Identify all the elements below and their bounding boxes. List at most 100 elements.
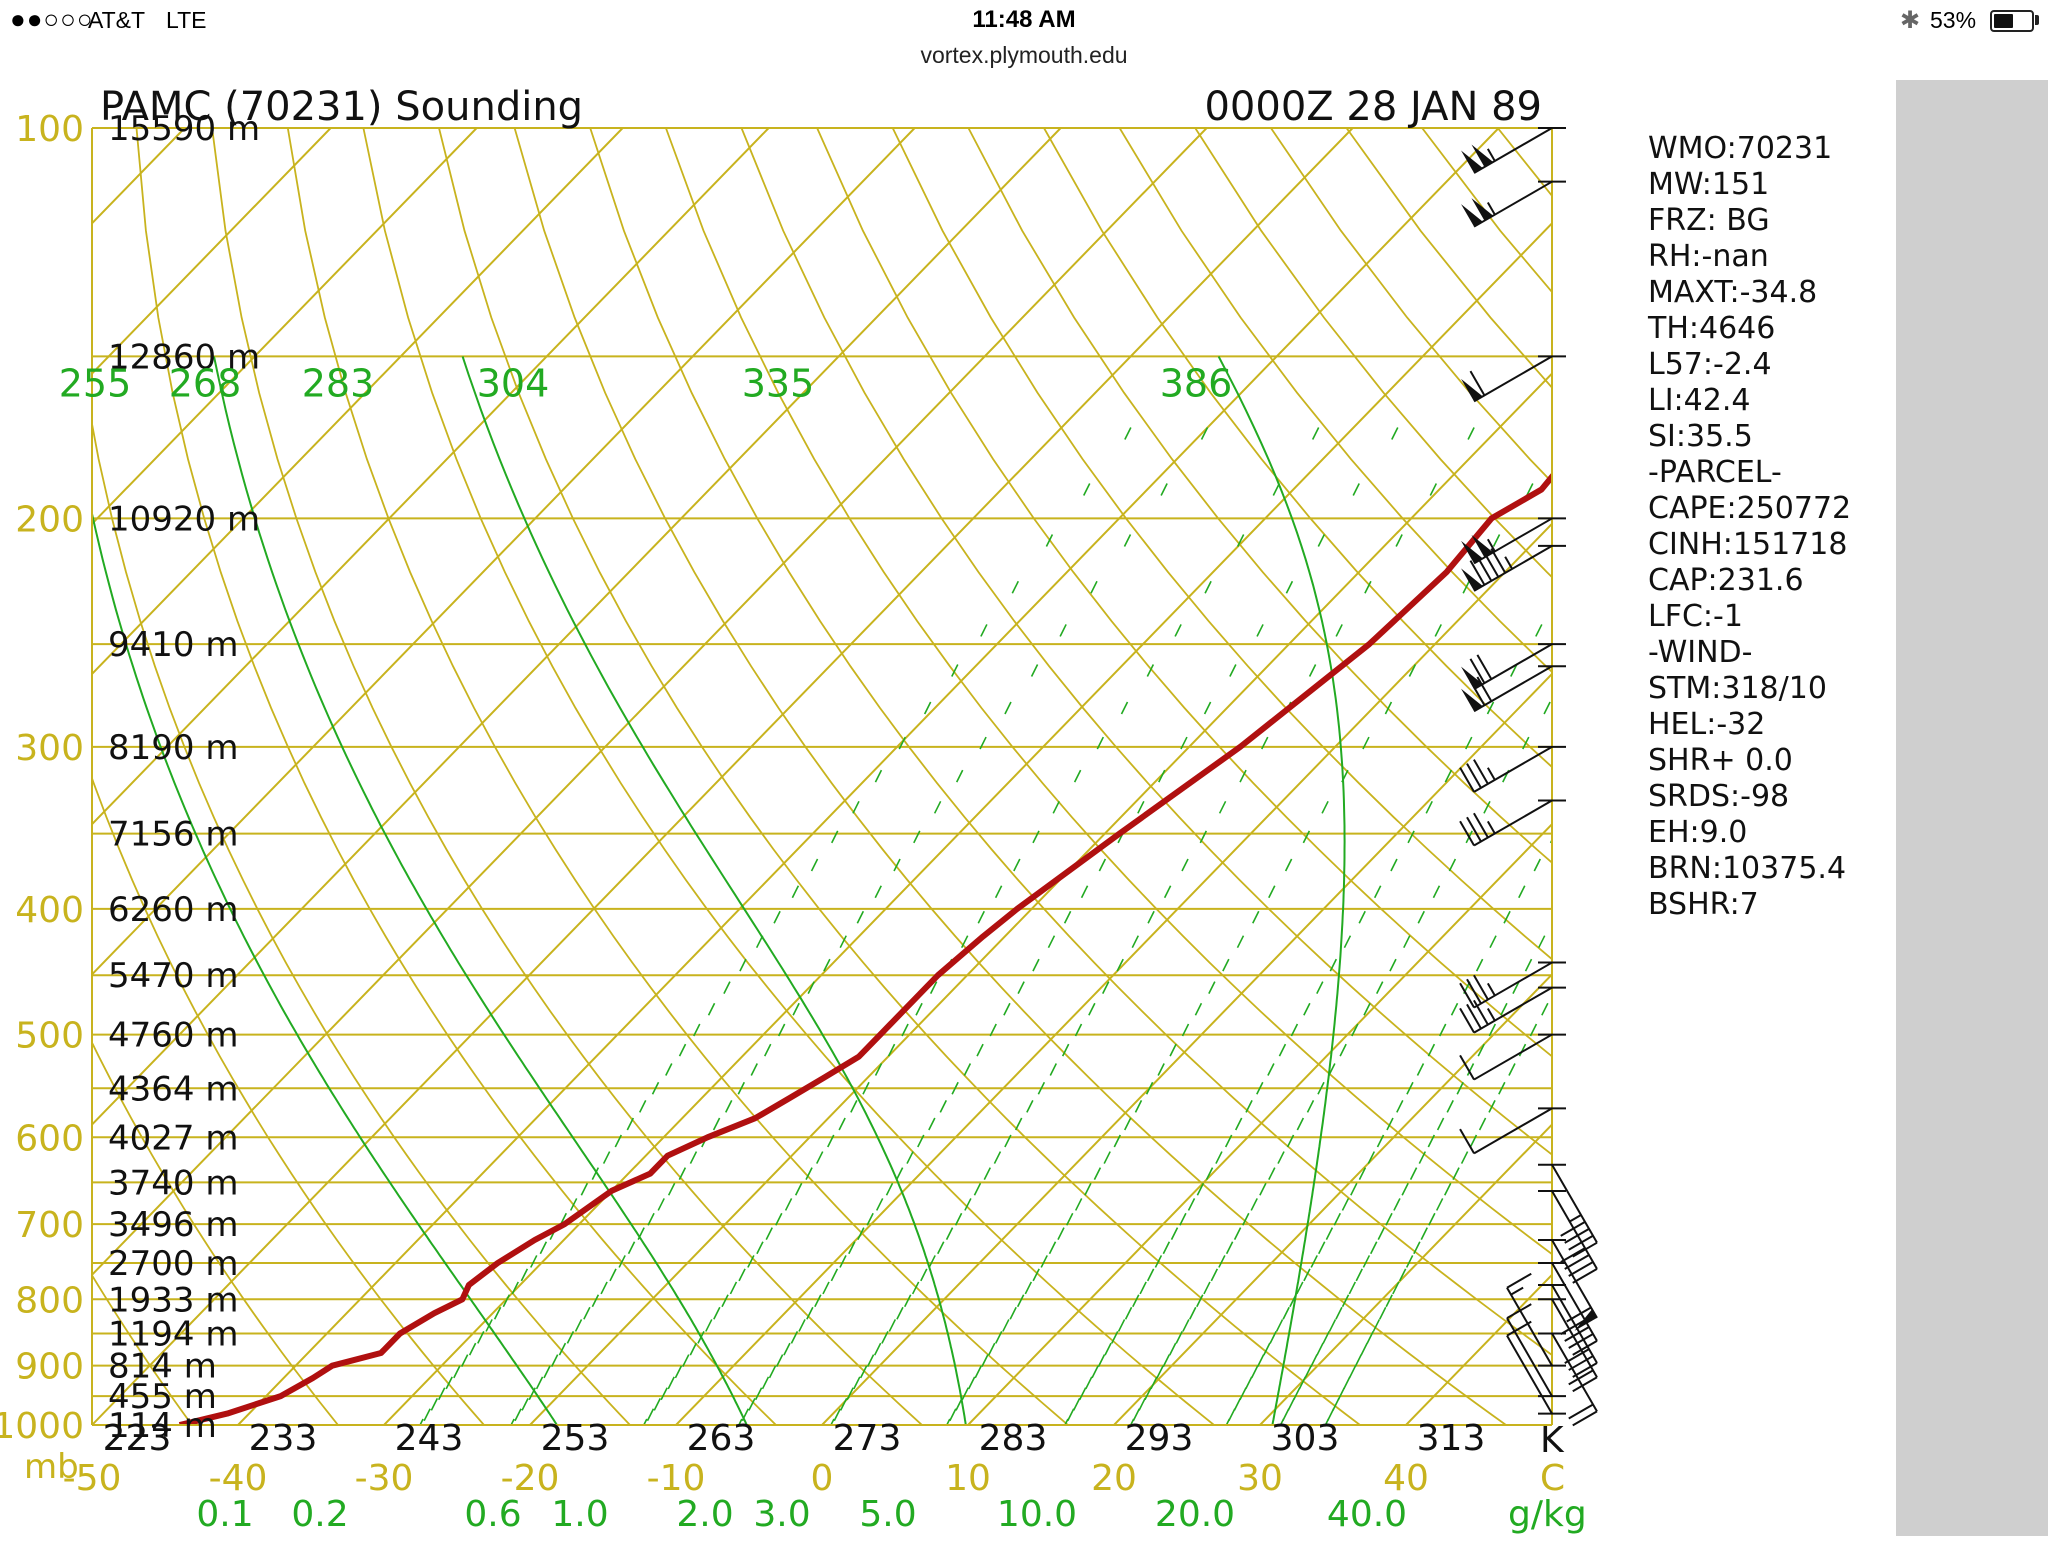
mixing-ratio-dash — [898, 736, 906, 750]
mixing-ratio-dash — [977, 910, 985, 924]
wind-barb-flag — [1572, 1410, 1598, 1427]
wind-barb-flag — [1572, 1340, 1598, 1356]
height-label: 5470 m — [108, 956, 238, 996]
temperature-tick-label: 40 — [1383, 1458, 1429, 1499]
mixing-ratio-dash — [1477, 1043, 1485, 1057]
mixing-ratio-dash — [1239, 769, 1247, 783]
mixing-ratio-dash — [535, 1376, 544, 1390]
mixing-ratio-dash — [967, 1376, 976, 1390]
wind-barb-pennant — [1471, 198, 1494, 221]
wind-barb-staff — [1473, 545, 1553, 592]
mixing-ratio-dash — [790, 1331, 799, 1344]
mixing-ratio-dash — [1390, 858, 1398, 872]
mixing-ratio-dash — [1302, 830, 1311, 844]
mixing-ratio-dash — [1339, 1043, 1347, 1057]
battery-percent: 53% — [1930, 7, 1977, 33]
mixing-ratio-dash — [1215, 1151, 1223, 1164]
kelvin-isotherm-label: 233 — [249, 1418, 318, 1459]
mixing-ratio-dash — [963, 1063, 972, 1076]
mixing-ratio-dash — [885, 1182, 894, 1196]
mixing-ratio-dash — [1341, 1198, 1350, 1211]
moist-adiabat-line — [92, 509, 558, 1425]
stats-line: BRN:10375.4 — [1648, 851, 1846, 886]
mixing-ratio-dash — [1032, 830, 1040, 844]
mixing-ratio-dash — [954, 1212, 963, 1226]
mixing-ratio-label: 40.0 — [1327, 1494, 1407, 1535]
pressure-tick-label: 400 — [15, 890, 84, 931]
mixing-ratio-dash — [1306, 1100, 1315, 1113]
dry-adiabat-line — [665, 128, 1552, 1256]
mixing-ratio-dash — [1004, 1134, 1012, 1148]
dry-adiabat-line — [211, 128, 923, 1425]
mixing-ratio-dash — [1103, 1151, 1111, 1164]
mixing-ratio-dash — [1218, 800, 1227, 814]
wind-barb-half-flag — [1510, 1286, 1524, 1296]
stats-line: CAPE:250772 — [1648, 491, 1851, 526]
address-bar-url[interactable]: vortex.plymouth.edu — [920, 42, 1128, 68]
status-bar: ●●○○○ AT&T LTE 11:48 AM vortex.plymouth.… — [0, 0, 2048, 81]
mixing-ratio-dash — [913, 830, 921, 844]
mixing-ratio-dash — [1179, 1212, 1187, 1226]
mixing-ratio-dash — [1378, 1306, 1387, 1320]
mixing-ratio-dash — [419, 1418, 424, 1425]
mixing-ratio-dash — [485, 1319, 493, 1332]
mixing-ratio-dash — [1124, 427, 1132, 440]
mixing-ratio-dash — [1425, 800, 1433, 814]
mixing-ratio-dash — [1052, 800, 1060, 814]
mixing-ratio-dash — [1465, 736, 1473, 750]
wind-barb-flag — [1459, 820, 1475, 847]
stats-line: MAXT:-34.8 — [1648, 275, 1817, 310]
wind-barb-flag — [1568, 1369, 1594, 1386]
kelvin-isotherm-label: 263 — [687, 1418, 756, 1459]
pressure-tick-label: 100 — [15, 109, 84, 150]
mixing-ratio-dash — [1317, 534, 1326, 547]
mixing-ratio-dash — [626, 1117, 635, 1131]
mixing-ratio-dash — [1296, 1281, 1304, 1295]
mixing-ratio-dash — [1385, 1212, 1393, 1226]
wind-barb-staff — [1506, 1287, 1553, 1367]
mixing-ratio-dash — [1154, 1255, 1163, 1268]
mixing-ratio-dash — [510, 1418, 515, 1425]
battery-level-fill — [1994, 14, 2014, 28]
mixing-ratio-dash — [1123, 1117, 1132, 1131]
mixing-ratio-dash — [580, 1182, 589, 1196]
dry-adiabat-line — [1270, 128, 1552, 484]
mixing-ratio-dash — [609, 1268, 617, 1282]
mixing-ratio-dash — [678, 1167, 687, 1180]
kelvin-isotherm-label: 283 — [979, 1418, 1048, 1459]
mixing-ratio-label: 20.0 — [1155, 1494, 1235, 1535]
mixing-ratio-dash — [989, 1023, 997, 1037]
mixing-ratio-dash — [1384, 701, 1393, 715]
kelvin-isotherm-label: 313 — [1417, 1418, 1486, 1459]
mixing-ratio-dash — [862, 1081, 870, 1095]
mixing-ratio-dash — [646, 1408, 655, 1422]
mixing-ratio-dash — [1358, 910, 1366, 924]
temperature-tick-label: 30 — [1237, 1458, 1283, 1499]
isotherm-line — [92, 128, 332, 375]
wind-barb-flag — [1459, 1007, 1475, 1034]
mixing-ratio-dash — [1376, 981, 1384, 994]
mixing-ratio-dash — [1308, 664, 1317, 677]
mixing-ratio-dash — [689, 1151, 698, 1164]
mixing-ratio-dash — [848, 1241, 856, 1255]
mixing-ratio-dash — [550, 1354, 559, 1367]
mixing-ratio-dash — [827, 1134, 835, 1148]
mixing-ratio-dash — [805, 1167, 813, 1180]
page-scroll-gutter[interactable] — [1896, 80, 2048, 1536]
mixing-ratio-dash — [1078, 1387, 1087, 1401]
wind-barb-staff — [1473, 355, 1553, 403]
mixing-ratio-dash — [1137, 800, 1145, 814]
mixing-ratio-dash — [896, 1306, 904, 1320]
mixing-ratio-dash — [981, 1354, 989, 1367]
wind-barb-flag — [1568, 1403, 1594, 1420]
mixing-ratio-dash — [1363, 1002, 1371, 1016]
dry-adiabat-line — [1800, 128, 1896, 1425]
mixing-ratio-dash — [979, 736, 987, 750]
dry-adiabat-line — [513, 128, 1507, 1425]
mixing-ratio-dash — [1072, 1397, 1081, 1411]
mixing-ratio-dash — [1263, 1342, 1271, 1356]
mixing-ratio-dash — [1326, 1408, 1335, 1422]
temperature-tick-label: -30 — [355, 1458, 414, 1499]
mixing-ratio-dash — [1093, 1167, 1102, 1180]
mixing-ratio-dash — [1170, 1227, 1179, 1241]
